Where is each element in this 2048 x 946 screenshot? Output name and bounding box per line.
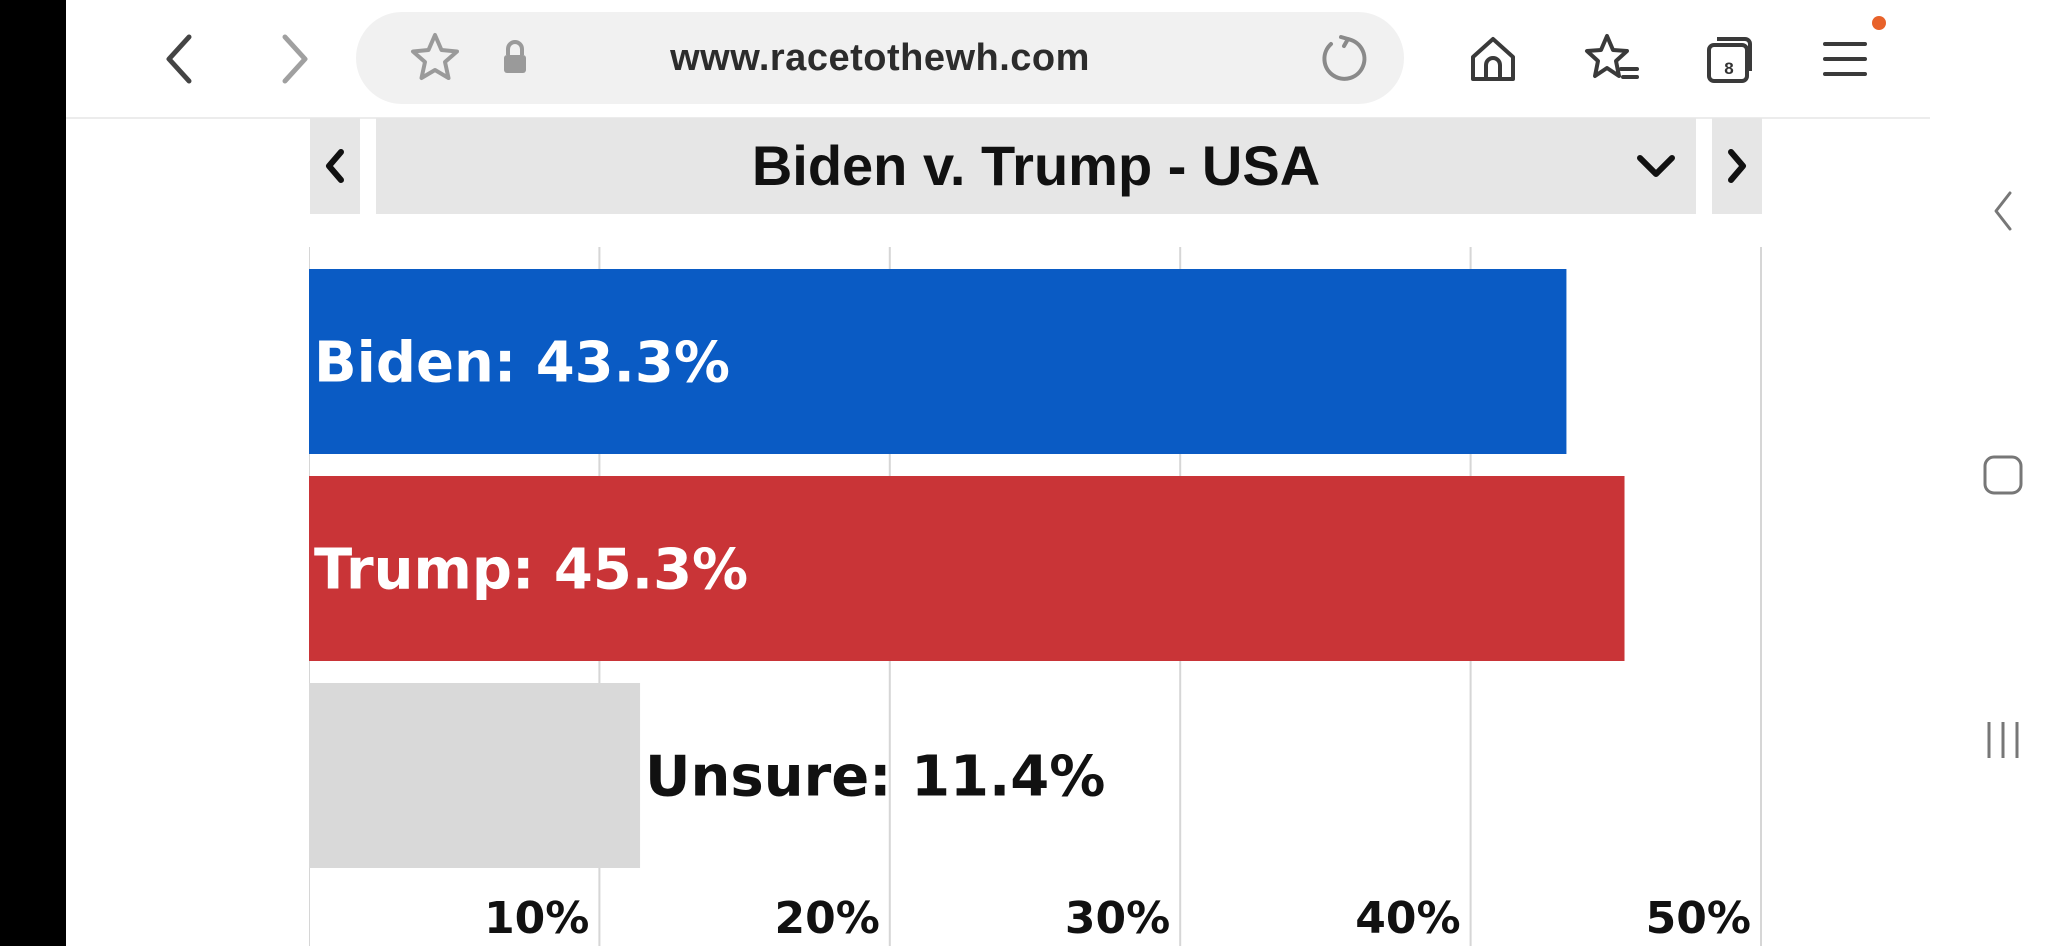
x-tick-label-50: 50%	[1646, 893, 1751, 944]
bar-trump[interactable]	[309, 476, 1625, 661]
chevron-left-icon	[326, 149, 344, 183]
notification-dot	[1872, 16, 1886, 30]
x-tick-label-40: 40%	[1355, 893, 1460, 944]
lock-indicator	[480, 23, 550, 93]
system-recents-button[interactable]	[1968, 705, 2038, 775]
bar-label-trump: Trump: 45.3%	[314, 538, 748, 603]
system-nav-bar	[1930, 0, 2048, 946]
chevron-right-icon	[1728, 149, 1746, 183]
url-text[interactable]: www.racetothewh.com	[670, 37, 1090, 79]
lock-icon	[504, 40, 526, 73]
address-bar[interactable]: www.racetothewh.com	[356, 12, 1404, 104]
race-dropdown[interactable]: Biden v. Trump - USA	[376, 118, 1696, 214]
bar-label-biden: Biden: 43.3%	[314, 331, 730, 396]
hamburger-menu-icon	[1823, 42, 1867, 76]
bookmarks-button[interactable]	[1576, 24, 1646, 94]
tabs-button[interactable]: 8	[1694, 24, 1764, 94]
back-button[interactable]	[146, 24, 216, 94]
home-button[interactable]	[1458, 24, 1528, 94]
bar-label-unsure: Unsure: 11.4%	[645, 745, 1105, 810]
tabs-icon	[1707, 37, 1752, 83]
x-axis-ticks: 10% 20% 30% 40% 50%	[484, 893, 1751, 944]
chevron-left-icon	[166, 34, 192, 84]
bookmark-star-button[interactable]	[400, 23, 470, 93]
recents-icon	[1987, 722, 2019, 758]
chevron-down-icon	[1637, 155, 1675, 177]
race-selector: Biden v. Trump - USA	[310, 118, 1762, 214]
race-title: Biden v. Trump - USA	[751, 134, 1321, 197]
left-black-strip	[0, 0, 66, 946]
x-tick-label-10: 10%	[484, 893, 589, 944]
bar-biden[interactable]	[309, 269, 1567, 454]
chart-bars: Biden: 43.3% Trump: 45.3% Unsure: 11.4%	[309, 269, 1625, 868]
system-home-button[interactable]	[1968, 440, 2038, 510]
chevron-right-icon	[282, 34, 308, 84]
tab-count: 8	[1724, 59, 1734, 78]
home-icon	[1471, 37, 1515, 81]
x-tick-label-30: 30%	[1065, 893, 1170, 944]
reload-icon	[1322, 35, 1367, 81]
previous-race-button[interactable]	[310, 118, 360, 214]
menu-button[interactable]	[1810, 24, 1880, 94]
x-tick-label-20: 20%	[774, 893, 879, 944]
system-back-button[interactable]	[1968, 176, 2038, 246]
browser-toolbar: www.racetothewh.com 8	[66, 0, 1930, 119]
square-icon	[1983, 455, 2023, 495]
forward-button[interactable]	[258, 24, 328, 94]
bookmarks-icon	[1585, 34, 1639, 79]
poll-bar-chart: Biden: 43.3% Trump: 45.3% Unsure: 11.4% 10…	[309, 247, 1762, 946]
bar-unsure[interactable]	[309, 683, 641, 868]
star-icon	[411, 33, 459, 80]
next-race-button[interactable]	[1712, 118, 1762, 214]
chevron-left-icon	[1994, 191, 2012, 231]
reload-button[interactable]	[1308, 23, 1378, 93]
